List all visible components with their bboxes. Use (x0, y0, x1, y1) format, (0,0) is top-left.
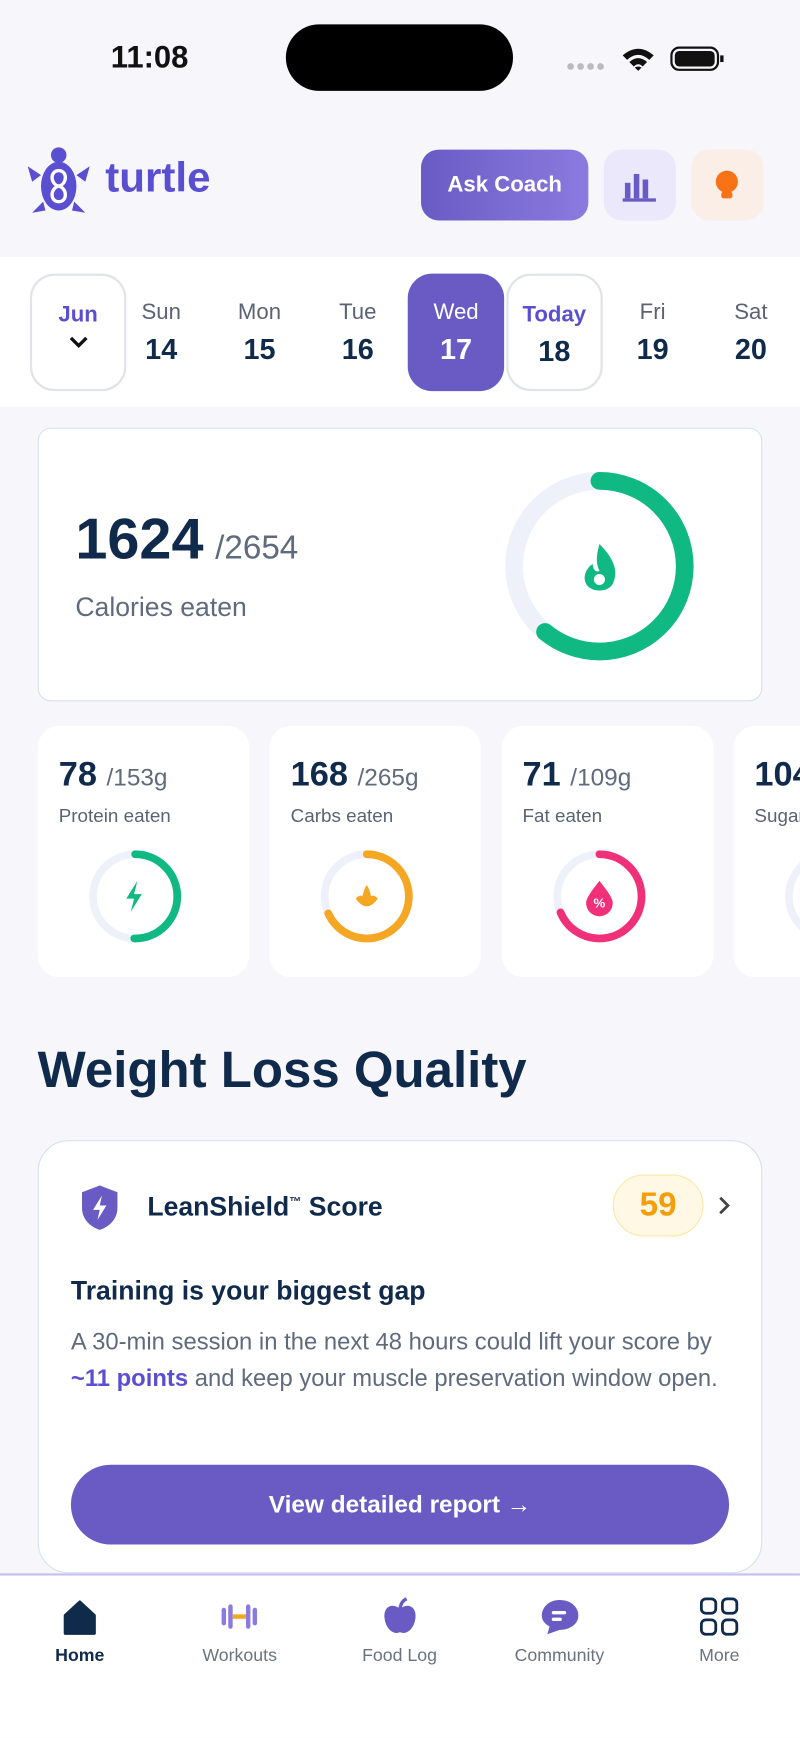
macro-label: Fat eaten (522, 805, 603, 827)
tab-icon (63, 1600, 96, 1635)
text: A 30-min session in the next 48 hours co… (70, 1328, 712, 1356)
turtle-logo (27, 147, 90, 213)
calories-goal: /2654 (215, 529, 299, 567)
macro-ring (784, 850, 800, 943)
tab[interactable]: Workouts (168, 1596, 312, 1667)
calories-ring (505, 472, 694, 661)
macro-value: 168 /265g (291, 755, 419, 795)
macro-card: 71 /109g Fat eaten % (501, 725, 714, 978)
day-label: Today (522, 302, 587, 327)
calories-value: 1624 /2654 (75, 506, 298, 572)
tab-label: Community (514, 1646, 605, 1666)
calories-label: Calories eaten (75, 592, 247, 623)
calories-eaten: 1624 (75, 507, 204, 572)
day-label: Wed (433, 300, 479, 325)
macro-label: Protein eaten (58, 805, 171, 827)
day-number: 17 (440, 332, 473, 366)
text: and keep your muscle preservation window… (188, 1365, 718, 1392)
macro-goal: /153g (106, 763, 168, 792)
tab-icon (700, 1597, 739, 1636)
macro-ring (89, 850, 182, 943)
status-icons (567, 46, 724, 71)
leanshield-title: LeanShield™ Score (147, 1192, 382, 1223)
day[interactable]: Wed 17 (407, 273, 505, 392)
headline: Training is your biggest gap (70, 1276, 426, 1307)
macro-card: 104 Sugar (733, 725, 800, 978)
day[interactable]: Mon 15 (211, 274, 307, 391)
day-number: 19 (636, 332, 669, 366)
shield-icon (81, 1185, 118, 1230)
chevron-right[interactable] (717, 1194, 733, 1216)
macro-value: 78 /153g (59, 755, 168, 795)
macro-card: 78 /153g Protein eaten (37, 725, 250, 978)
trademark: ™ (289, 1195, 302, 1209)
brand: turtle (105, 155, 211, 202)
tab-label: Home (55, 1646, 105, 1666)
svg-text:%: % (593, 895, 605, 910)
tab[interactable]: Food Log (328, 1596, 472, 1667)
day-label: Sat (734, 300, 768, 325)
section-title: Weight Loss Quality (37, 1040, 527, 1099)
macro-label: Carbs eaten (290, 805, 394, 827)
dynamic-island (285, 24, 514, 91)
macro-goal: /265g (357, 763, 419, 792)
highlight: ~11 points (70, 1365, 189, 1392)
date-strip (0, 257, 800, 407)
macro-eaten: 104 (754, 754, 800, 794)
chevron (69, 336, 88, 349)
day[interactable]: Sat 20 (703, 274, 799, 391)
macro-eaten: 78 (58, 754, 97, 794)
tab[interactable]: More (647, 1596, 791, 1667)
day-label: Sun (141, 300, 181, 325)
tab-label: More (699, 1646, 740, 1666)
macro-eaten: 168 (290, 754, 348, 794)
day[interactable]: Fri 19 (604, 274, 700, 391)
score-badge[interactable]: 59 (612, 1174, 704, 1237)
day-label: Mon (237, 300, 282, 325)
day-label: Fri (639, 300, 666, 325)
macro-goal: /109g (570, 763, 632, 792)
tab[interactable]: Home (8, 1596, 152, 1667)
macro-ring (321, 850, 414, 943)
tab-bar (0, 1573, 800, 1738)
day[interactable]: Tue 16 (310, 274, 406, 391)
stats-button[interactable] (603, 149, 676, 221)
day[interactable]: Today 18 (506, 273, 603, 392)
day[interactable]: Sun 14 (113, 274, 209, 391)
macro-value: 104 (754, 755, 800, 795)
title-rest: Score (301, 1192, 383, 1223)
day-number: 20 (734, 332, 767, 366)
macro-eaten: 71 (522, 754, 561, 794)
leanshield-card: LeanShield™ Score 59 Training is your bi… (37, 1140, 763, 1574)
day-number: 16 (341, 332, 374, 366)
tab[interactable]: Community (487, 1596, 631, 1667)
title: LeanShield (147, 1192, 290, 1223)
report-button[interactable]: View detailed report → (70, 1464, 730, 1545)
macro-ring: % (552, 850, 645, 943)
macro-label: Sugar (754, 805, 800, 827)
status-time: 11:08 (110, 39, 189, 75)
tips-button[interactable] (691, 149, 764, 221)
day-number: 15 (243, 332, 276, 366)
day-label: Tue (339, 300, 377, 325)
tab-label: Workouts (202, 1646, 277, 1666)
month-picker[interactable]: Jun (29, 273, 127, 392)
calories-card: 1624 /2654 Calories eaten (37, 427, 763, 702)
description: A 30-min session in the next 48 hours co… (71, 1324, 725, 1397)
tab-icon (221, 1604, 258, 1629)
day-number: 14 (145, 332, 178, 366)
tab-icon (383, 1597, 416, 1633)
tab-icon (541, 1599, 579, 1635)
tab-label: Food Log (362, 1646, 437, 1666)
month: Jun (58, 302, 98, 327)
day-number: 18 (538, 334, 571, 368)
ask-coach-button[interactable]: Ask Coach (421, 149, 589, 221)
macro-value: 71 /109g (523, 755, 632, 795)
macro-card: 168 /265g Carbs eaten (269, 725, 482, 978)
